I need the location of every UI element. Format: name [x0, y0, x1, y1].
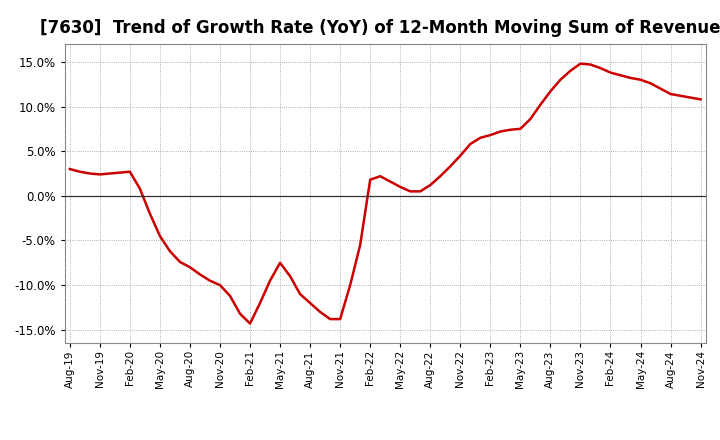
Title: [7630]  Trend of Growth Rate (YoY) of 12-Month Moving Sum of Revenues: [7630] Trend of Growth Rate (YoY) of 12-…: [40, 19, 720, 37]
